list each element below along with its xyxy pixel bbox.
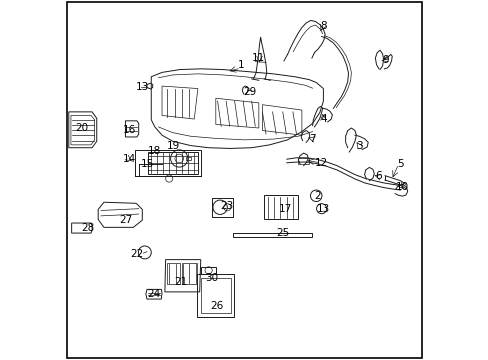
Text: 28: 28 (81, 224, 94, 233)
Text: 13: 13 (316, 204, 329, 215)
Text: 11: 11 (252, 53, 265, 63)
Text: 21: 21 (174, 277, 187, 287)
Text: 1: 1 (237, 60, 244, 70)
Text: 10: 10 (395, 182, 408, 192)
Text: 6: 6 (375, 171, 382, 181)
Text: 24: 24 (147, 289, 161, 299)
Text: 12: 12 (314, 158, 327, 168)
Text: 5: 5 (396, 159, 403, 169)
Text: 26: 26 (209, 301, 223, 311)
Text: 16: 16 (123, 125, 136, 135)
Text: 13: 13 (135, 82, 149, 92)
Text: 4: 4 (320, 114, 326, 124)
Text: 14: 14 (122, 154, 135, 164)
Text: 20: 20 (75, 123, 88, 133)
Text: 22: 22 (130, 248, 143, 258)
Text: 18: 18 (147, 145, 161, 156)
Text: 19: 19 (166, 141, 180, 151)
Text: 27: 27 (119, 215, 133, 225)
Text: 7: 7 (309, 134, 315, 144)
Text: 9: 9 (382, 55, 388, 65)
Text: 2: 2 (314, 191, 321, 201)
Text: 15: 15 (140, 159, 153, 169)
Text: 23: 23 (220, 201, 233, 211)
Text: 3: 3 (355, 141, 362, 151)
Text: 29: 29 (243, 87, 256, 97)
Text: 30: 30 (204, 273, 218, 283)
Text: 8: 8 (320, 21, 326, 31)
Text: 17: 17 (279, 204, 292, 215)
Text: 25: 25 (276, 228, 289, 238)
